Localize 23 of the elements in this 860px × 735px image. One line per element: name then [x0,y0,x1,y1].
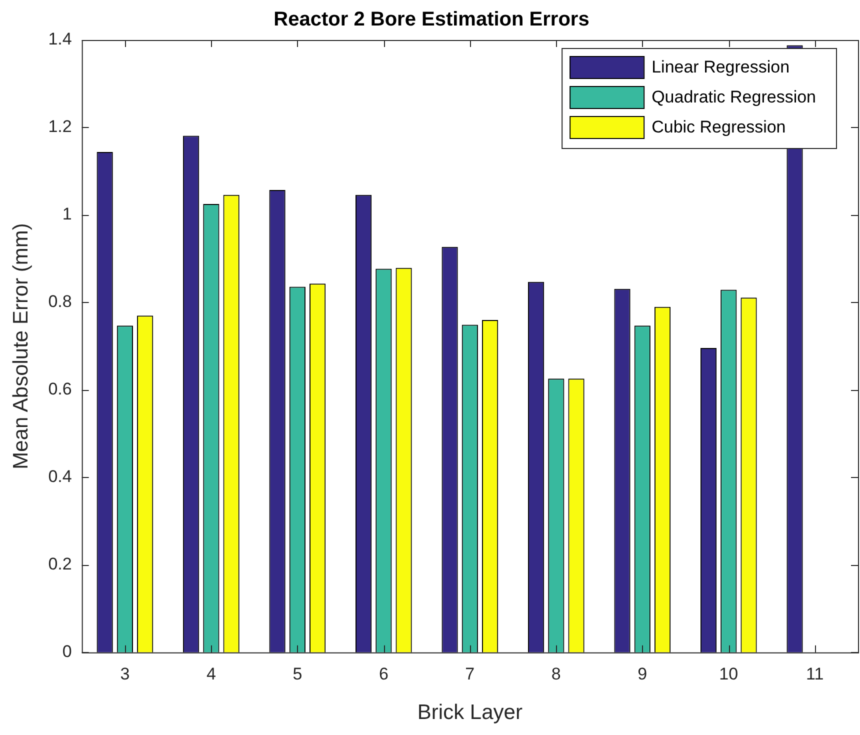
y-tick-label: 1 [62,204,72,224]
y-tick-label: 1.4 [48,30,72,49]
y-tick-label: 1.2 [48,117,72,136]
x-tick-label: 9 [638,664,648,684]
x-tick-label: 3 [120,664,130,684]
y-tick-label: 0.4 [48,467,72,486]
x-tick-label: 7 [465,664,475,684]
x-tick-label: 11 [806,664,824,684]
x-tick-label: 6 [378,664,388,684]
y-tick-label: 0.2 [48,554,72,574]
y-axis-title: Mean Absolute Error (mm) [9,223,32,470]
legend-label: Linear Regression [652,58,790,77]
x-axis-title: Brick Layer [417,701,522,724]
y-tick-label: 0.6 [48,380,72,399]
legend-label: Quadratic Regression [652,88,816,107]
y-tick-label: 0.8 [48,292,72,312]
y-tick-label: 0 [62,642,72,662]
x-tick-label: 5 [292,664,302,684]
legend-label: Cubic Regression [652,118,786,137]
chart-title: Reactor 2 Bore Estimation Errors [274,8,590,31]
x-tick-label: 4 [206,664,216,684]
x-tick-label: 8 [551,664,561,684]
x-tick-label: 10 [719,664,738,684]
